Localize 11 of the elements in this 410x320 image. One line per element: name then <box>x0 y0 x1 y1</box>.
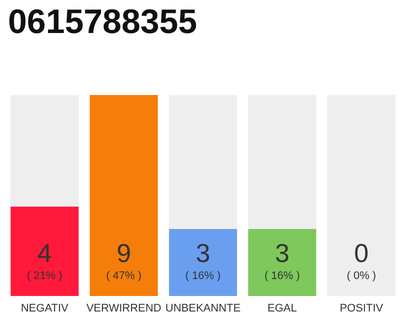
chart-title: 0615788355 <box>8 3 198 41</box>
data-label: 3 ( 16% ) <box>185 238 221 282</box>
x-tick-label: NEGATIV <box>20 302 69 314</box>
data-label: 4 ( 21% ) <box>26 238 62 282</box>
x-tick-label: UNBEKANNTE <box>165 302 241 314</box>
data-label: 0 ( 0% ) <box>346 238 376 282</box>
x-tick-label: VERWIRREND <box>86 302 162 314</box>
x-tick-label: POSITIV <box>340 302 384 314</box>
x-tick-label: EGAL <box>268 302 297 314</box>
data-label: 9 ( 47% ) <box>106 238 142 282</box>
data-label: 3 ( 16% ) <box>264 238 300 282</box>
